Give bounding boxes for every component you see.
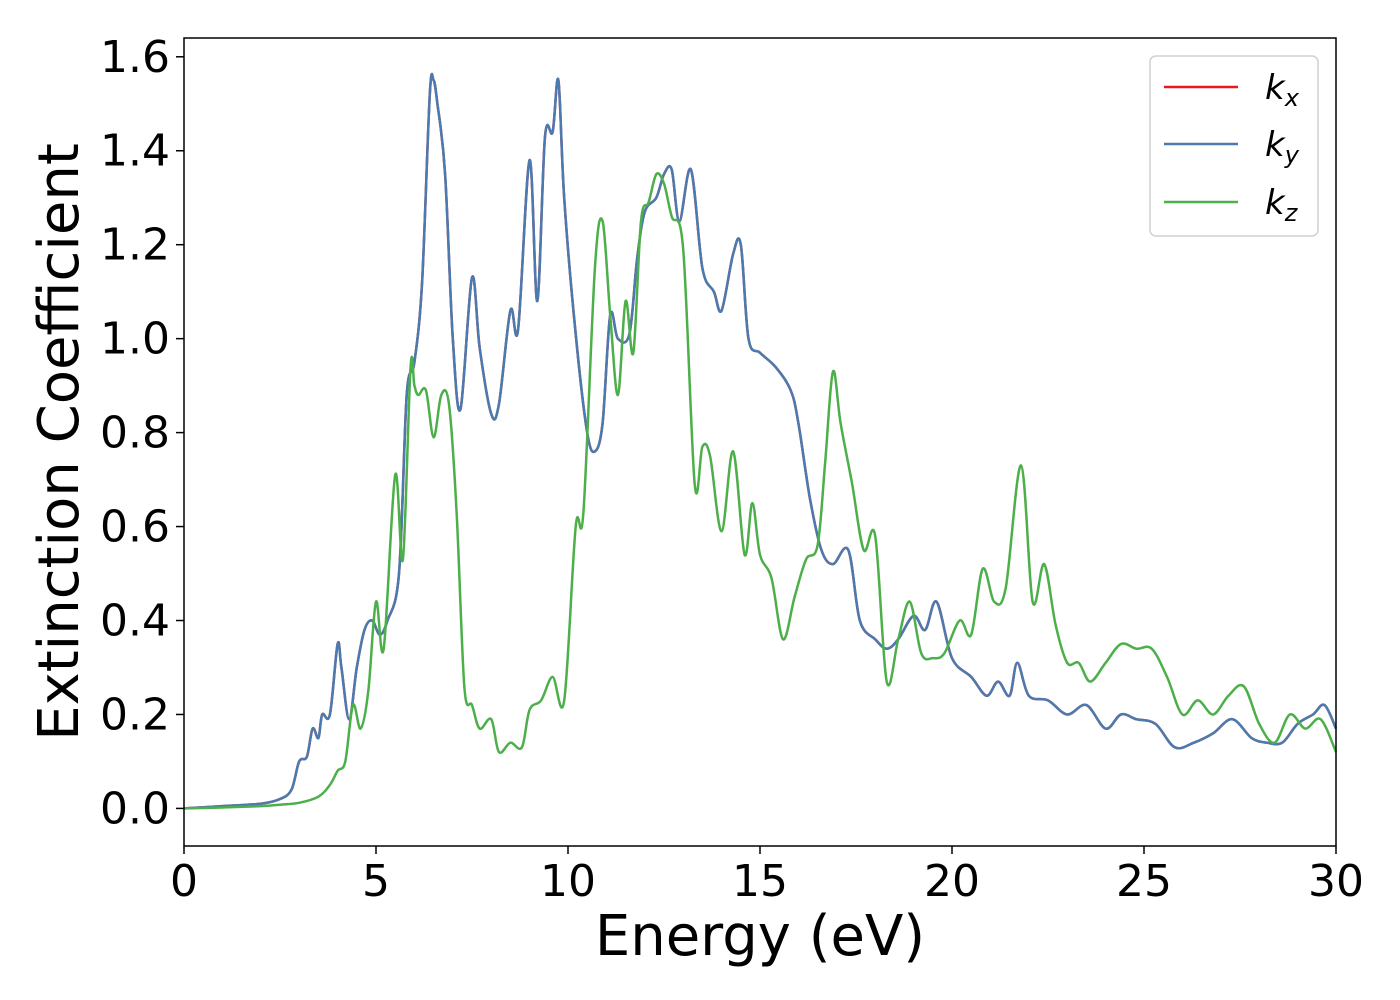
y-axis: 0.0 0.2 0.4 0.6 0.8 1.0 1.2 1.4 1.6	[100, 32, 184, 834]
y-tick-label: 0.2	[100, 689, 170, 740]
x-tick-label: 25	[1116, 856, 1172, 907]
y-tick-label: 0.0	[100, 783, 170, 834]
x-tick-label: 15	[732, 856, 788, 907]
y-tick-label: 1.0	[100, 314, 170, 365]
legend-label-ky: ky	[1265, 125, 1300, 169]
y-tick-label: 0.4	[100, 596, 170, 647]
x-tick-label: 20	[924, 856, 980, 907]
legend-box	[1149, 55, 1319, 237]
legend-label-kx-main: k	[1265, 68, 1286, 108]
legend-label-ky-main: k	[1265, 125, 1286, 165]
x-axis: 0 5 10 15 20 25 30	[170, 846, 1364, 907]
y-tick-label: 1.6	[100, 32, 170, 83]
plot-background	[184, 38, 1336, 846]
legend-label-kx-sub: x	[1284, 84, 1300, 112]
legend-label-kz-main: k	[1265, 183, 1286, 223]
series-line-kz	[183, 172, 1338, 810]
series-layer	[183, 72, 1338, 810]
x-axis-label: Energy (eV)	[595, 904, 925, 969]
x-tick-label: 0	[170, 856, 198, 907]
y-axis-label: Extinction Coefficient	[27, 143, 92, 741]
legend-label-kx: kx	[1265, 68, 1300, 112]
legend-label-kz-sub: z	[1284, 199, 1299, 227]
y-tick-label: 1.4	[100, 126, 170, 177]
x-tick-label: 10	[540, 856, 596, 907]
x-tick-label: 5	[362, 856, 390, 907]
legend: kx ky kz	[1149, 55, 1319, 237]
y-tick-label: 1.2	[100, 220, 170, 271]
y-tick-label: 0.8	[100, 408, 170, 459]
legend-label-kz: kz	[1265, 183, 1299, 227]
y-tick-label: 0.6	[100, 502, 170, 553]
legend-label-ky-sub: y	[1284, 141, 1300, 169]
x-tick-label: 30	[1308, 856, 1364, 907]
